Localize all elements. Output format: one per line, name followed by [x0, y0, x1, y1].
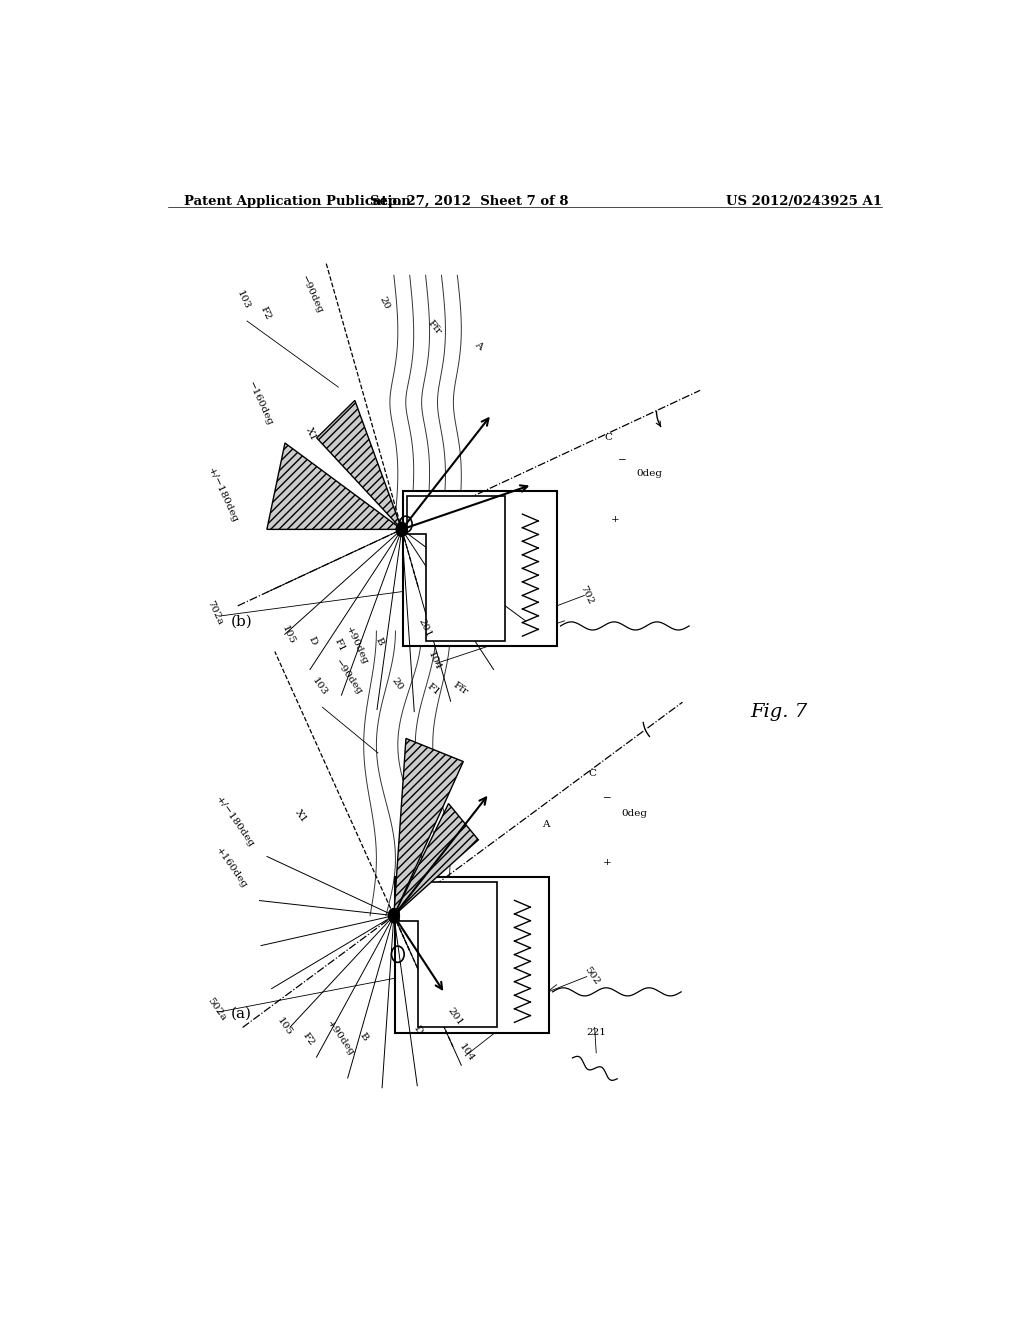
Text: +/−180deg: +/−180deg	[214, 795, 256, 850]
Text: +: +	[602, 858, 611, 867]
Text: (b): (b)	[231, 615, 253, 628]
Text: +90deg: +90deg	[344, 626, 370, 667]
Text: 105: 105	[281, 624, 297, 647]
Text: 20: 20	[378, 296, 392, 312]
Text: F1: F1	[333, 638, 347, 653]
Text: +90deg: +90deg	[325, 1019, 356, 1057]
Circle shape	[388, 908, 399, 923]
Polygon shape	[394, 738, 463, 916]
Text: −90deg: −90deg	[299, 275, 325, 315]
Text: X1: X1	[304, 426, 318, 444]
Text: 104: 104	[426, 649, 442, 672]
Text: 103: 103	[236, 289, 252, 312]
Text: 0deg: 0deg	[622, 809, 647, 818]
Text: Ffr: Ffr	[452, 681, 470, 697]
Text: 105: 105	[274, 1016, 294, 1038]
Text: C: C	[588, 768, 596, 777]
Text: 20: 20	[390, 676, 404, 692]
Polygon shape	[408, 496, 505, 642]
Text: 502a: 502a	[206, 995, 228, 1022]
Text: +: +	[610, 515, 620, 524]
Text: F1: F1	[426, 681, 442, 697]
Text: C: C	[604, 433, 612, 442]
Text: A: A	[543, 820, 550, 829]
Polygon shape	[267, 444, 401, 529]
Text: −160deg: −160deg	[246, 380, 273, 428]
Text: −90deg: −90deg	[333, 659, 364, 697]
Polygon shape	[399, 882, 497, 1027]
Text: 702a: 702a	[206, 598, 225, 626]
Polygon shape	[394, 804, 478, 916]
Text: F2: F2	[301, 1031, 316, 1048]
Text: +160deg: +160deg	[214, 846, 249, 890]
Text: Patent Application Publication: Patent Application Publication	[183, 195, 411, 209]
Text: 0deg: 0deg	[636, 469, 662, 478]
Text: Fig. 7: Fig. 7	[751, 704, 807, 721]
Text: Sep. 27, 2012  Sheet 7 of 8: Sep. 27, 2012 Sheet 7 of 8	[370, 195, 568, 209]
Text: D: D	[412, 1023, 424, 1036]
Text: 103: 103	[310, 676, 330, 697]
Bar	[403, 491, 557, 647]
Text: −: −	[602, 795, 611, 804]
Text: 221: 221	[587, 1028, 606, 1038]
Text: 702: 702	[579, 583, 595, 606]
Text: X1: X1	[293, 808, 308, 824]
Text: D: D	[306, 635, 318, 647]
Text: (a): (a)	[231, 1006, 252, 1020]
Text: 201: 201	[416, 618, 432, 639]
Bar	[395, 876, 549, 1032]
Text: Ffr: Ffr	[426, 318, 442, 337]
Text: US 2012/0243925 A1: US 2012/0243925 A1	[726, 195, 882, 209]
Text: A: A	[473, 339, 484, 351]
Text: 201: 201	[445, 1006, 464, 1027]
Text: +/−180deg: +/−180deg	[206, 466, 240, 524]
Text: 104: 104	[458, 1041, 476, 1063]
Circle shape	[396, 523, 408, 536]
Text: B: B	[374, 635, 385, 647]
Text: F2: F2	[259, 305, 273, 321]
Text: −: −	[617, 455, 627, 465]
Polygon shape	[316, 400, 401, 529]
Text: B: B	[358, 1031, 370, 1043]
Text: 502: 502	[582, 965, 601, 987]
